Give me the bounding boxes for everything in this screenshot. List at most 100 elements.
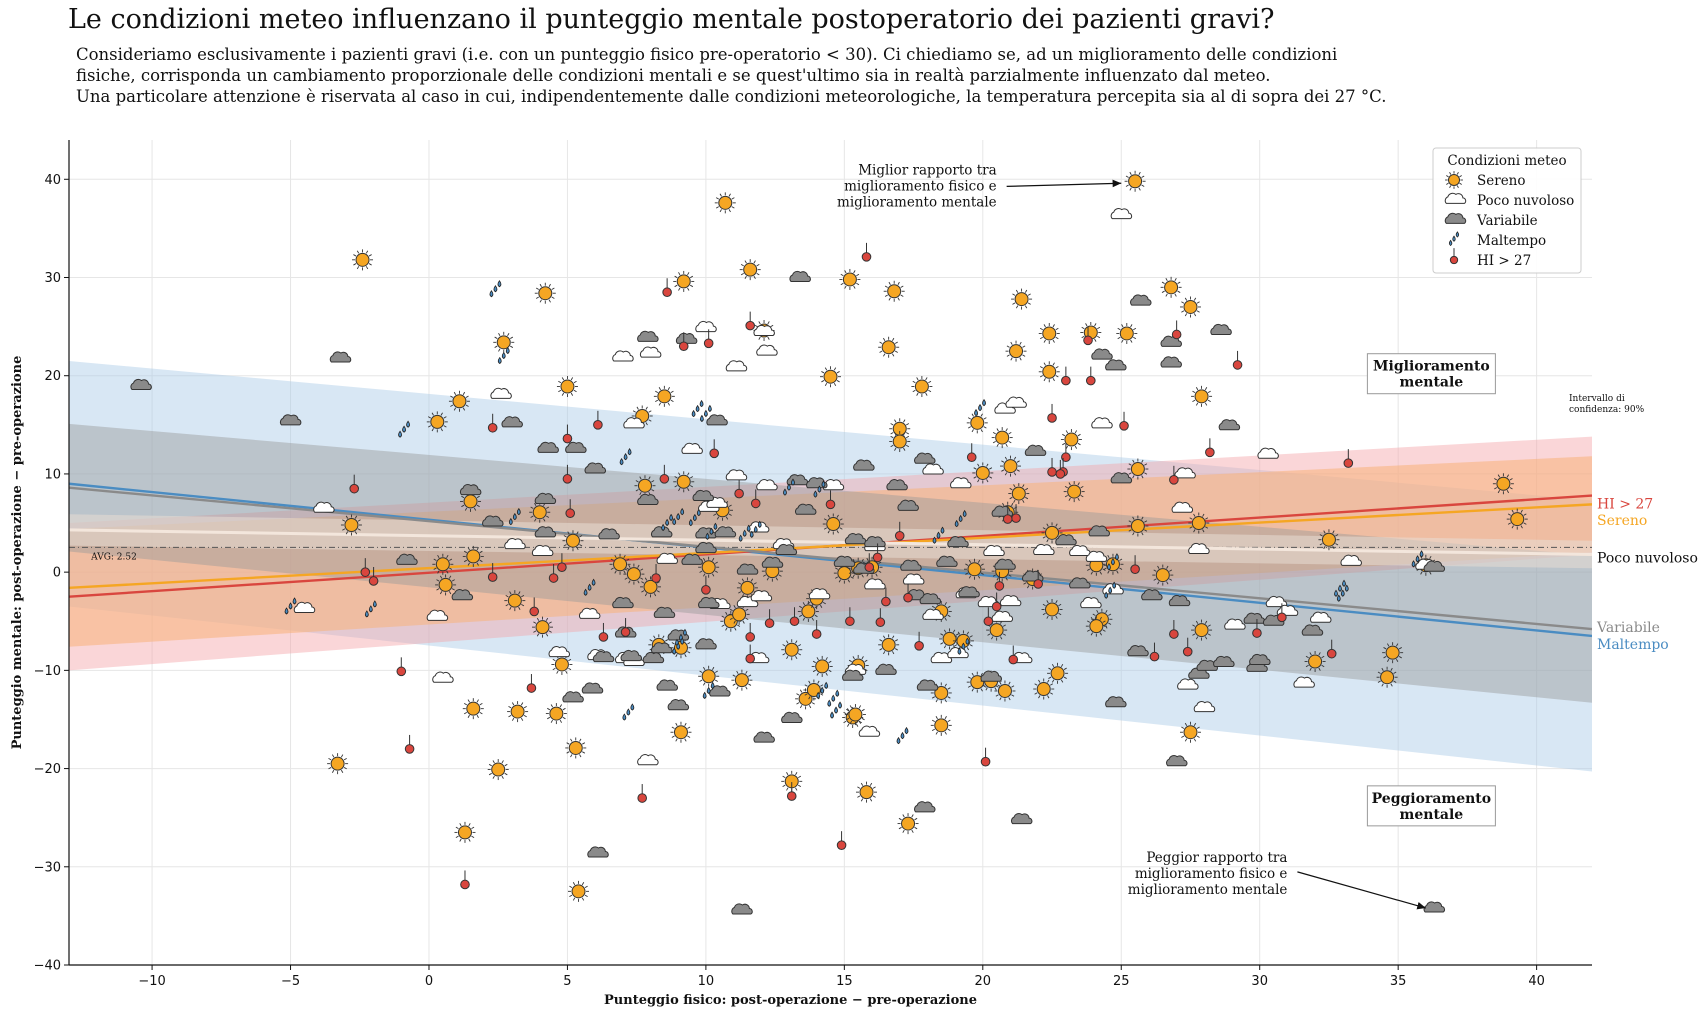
sun-ray [980,429,983,433]
chart-title: Le condizioni meteo influenzano il punte… [68,4,1275,35]
sun-disc [1009,344,1024,359]
cloud-shape [1249,653,1271,666]
data-point-sereno [1191,385,1213,407]
sun-ray [459,823,462,827]
sun-ray [1129,187,1132,191]
sun-ray [479,559,483,563]
data-point-variabile [936,555,958,567]
sun-ray [626,567,630,570]
sun-ray [471,826,475,830]
y-tick-label: −10 [34,664,61,679]
data-point-poco [756,344,778,356]
data-point-variabile [482,515,504,527]
data-point-hi [903,583,913,603]
legend-label: Sereno [1477,173,1526,189]
sun-disc [643,579,658,594]
sun-ray [1043,378,1046,382]
sun-ray [1055,327,1059,331]
sun-ray [843,720,847,724]
rain-drop [703,409,708,417]
data-point-sereno [797,600,819,622]
sun-ray [1207,624,1211,627]
sun-ray [997,684,1001,687]
cloud-shape [897,499,919,511]
data-point-poco [1005,396,1027,408]
thermometer-bulb [526,683,537,693]
rain-drop [672,647,677,655]
thermometer-bulb [1083,335,1093,346]
sun-ray [1047,679,1050,683]
sun-ray [568,667,572,671]
sun-ray [558,380,562,384]
sun-ray [565,670,568,674]
sun-ray [716,516,720,520]
sun-disc [934,685,949,700]
data-point-hi [872,543,883,563]
sun-ray [861,656,864,660]
sun-ray [581,897,585,901]
sun-ray [624,577,628,580]
rain-drop [676,642,681,650]
sun-ray [546,506,550,509]
sun-ray [675,738,678,742]
sun-ray [890,432,894,435]
sun-ray [671,735,675,738]
sun-ray [861,717,865,721]
data-point-variabile [914,801,936,813]
sun-ray [1133,336,1137,340]
cloud-shape [482,515,504,527]
sun-ray [543,518,546,522]
cloud-shape [451,589,474,601]
sun-ray [1099,616,1102,620]
sun-ray [973,467,977,470]
sun-ray [866,573,869,577]
rain-drop [699,414,704,422]
data-point-hi [703,329,714,349]
sun-ray [740,264,744,267]
sun-ray [888,281,891,285]
data-point-sereno [1060,429,1082,451]
sun-ray [721,624,725,627]
data-point-maltempo [974,398,986,417]
data-point-variabile [994,558,1016,570]
cloud-shape [293,601,316,613]
sun-ray [1094,338,1097,342]
sun-ray [999,681,1002,685]
cloud-shape [756,344,778,356]
thermometer-bulb [404,744,415,754]
cloud-shape [537,441,559,453]
sun-disc [549,706,564,721]
rain-drop [364,610,369,618]
data-point-hi [764,609,775,629]
sun-ray [931,605,935,609]
data-point-sereno [1179,296,1201,318]
sun-ray [802,602,805,606]
sun-ray [356,250,360,254]
data-point-hi [1252,619,1262,638]
thermometer-bulb [1047,413,1057,423]
sun-ray [1165,293,1168,297]
cloud-shape [656,552,678,564]
data-point-maltempo [957,637,970,655]
data-point-hi [593,410,603,430]
sun-ray [944,683,947,687]
sun-disc [344,518,359,532]
sun-ray [494,336,498,339]
sun-ray [1005,443,1008,447]
sun-ray [848,571,852,574]
sun-ray [505,594,509,598]
sun-ray [1039,336,1043,340]
sun-ray [1001,460,1005,463]
sun-ray [847,723,850,727]
cloud-shape [1423,901,1445,913]
sun-ray [860,782,864,786]
data-point-hi [526,674,537,693]
sun-ray [1520,525,1523,529]
sun-ray [977,463,980,467]
sun-ray [614,554,617,559]
sun-ray [501,775,504,779]
sun-ray [812,669,816,673]
thermometer-bulb [1169,629,1179,639]
data-point-sereno [1127,458,1149,480]
sun-ray [744,260,747,264]
